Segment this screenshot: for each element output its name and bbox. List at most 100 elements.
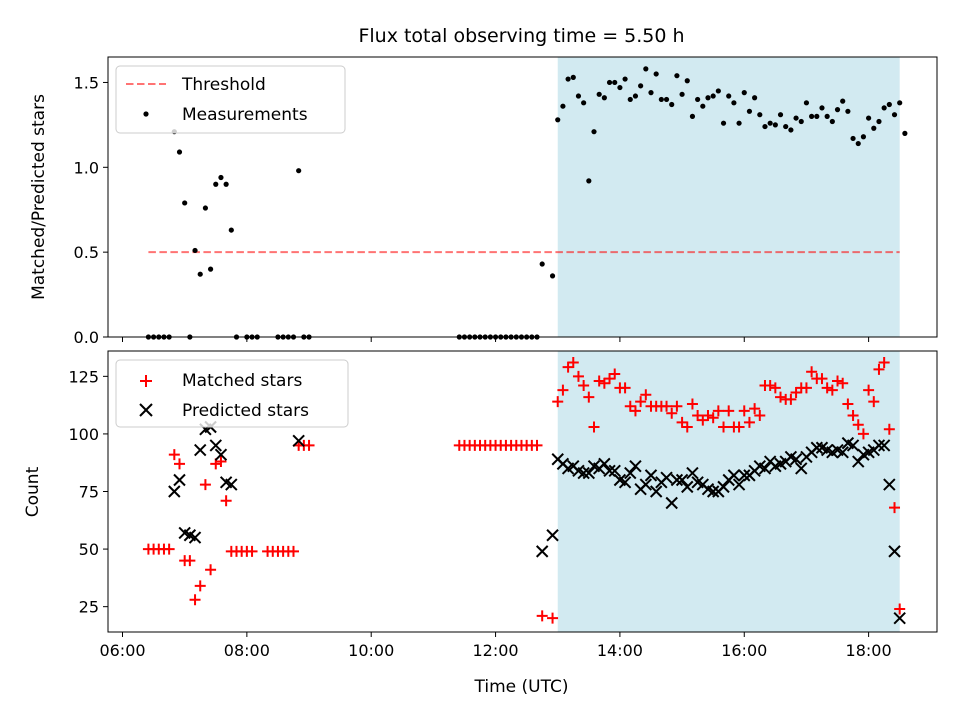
measurement-point	[207, 266, 214, 272]
legend-threshold-label: Threshold	[181, 75, 266, 95]
predicted-star-point	[214, 448, 228, 461]
matched-star-point	[572, 370, 584, 382]
measurement-point	[601, 95, 607, 101]
measurement-point	[643, 66, 649, 72]
top-plot-frame	[107, 56, 938, 338]
matched-star-point	[775, 391, 787, 403]
matched-star-point	[894, 603, 906, 615]
predicted-star-point	[194, 443, 207, 457]
measurement-point	[627, 96, 633, 103]
matched-star-point	[749, 403, 761, 415]
matched-star-point	[220, 495, 232, 507]
measurement-point	[674, 73, 680, 79]
matched-star-point	[547, 612, 559, 624]
matched-star-point	[215, 456, 227, 468]
predicted-star-point	[624, 466, 637, 480]
predicted-star-point	[598, 457, 611, 471]
measurement-point	[809, 113, 815, 119]
predicted-star-point	[649, 485, 663, 498]
matched-star-point	[287, 545, 299, 557]
matched-star-point	[764, 380, 776, 392]
matched-star-point	[567, 357, 579, 369]
top-panel: 0.0 0.5 1.0 1.5 Matched/Predicted stars Thr…	[29, 56, 938, 347]
measurement-point	[736, 120, 742, 126]
matched-star-point	[832, 375, 844, 387]
predicted-star-point	[168, 485, 181, 498]
matched-star-point	[163, 543, 175, 555]
measurement-point	[752, 95, 758, 101]
top-highlight-span	[557, 57, 900, 337]
matched-star-point	[681, 421, 693, 433]
matched-star-point	[619, 382, 631, 394]
matched-star-point	[816, 373, 828, 385]
measurement-point	[575, 93, 582, 99]
measurement-point	[586, 178, 592, 184]
predicted-star-point	[872, 439, 886, 452]
measurement-point	[772, 122, 778, 128]
predicted-star-point	[675, 473, 689, 487]
measurement-point	[223, 181, 229, 187]
measurement-point	[715, 88, 721, 94]
predicted-star-point	[209, 439, 222, 452]
measurement-point	[192, 247, 198, 254]
measurement-point	[596, 91, 602, 97]
measurement-point	[757, 112, 763, 118]
legend-matched-label: Matched stars	[182, 371, 302, 391]
matched-star-point	[769, 382, 781, 394]
measurement-point	[632, 93, 639, 99]
matched-star-point	[593, 375, 605, 387]
matched-star-point	[635, 396, 647, 408]
matched-star-point	[557, 384, 569, 396]
legend-measurements-label: Measurements	[182, 105, 308, 125]
measurement-point	[653, 71, 659, 77]
x-tick-label: 12:00	[473, 641, 519, 660]
matched-stars-points	[142, 357, 906, 624]
measurement-point	[783, 123, 789, 130]
measurement-point	[720, 120, 727, 126]
matched-star-point	[873, 363, 885, 375]
predicted-star-point	[877, 439, 891, 452]
top-y-ticks: 0.0 0.5 1.0 1.5	[74, 73, 108, 347]
predicted-star-point	[795, 462, 808, 475]
top-legend: Threshold Measurements	[115, 65, 346, 134]
matched-star-point	[583, 391, 595, 403]
matched-star-point	[194, 580, 206, 592]
measurement-point	[695, 96, 701, 103]
predicted-star-point	[639, 478, 653, 491]
measurement-point	[788, 127, 794, 133]
matched-star-point	[578, 380, 590, 392]
measurement-point	[845, 108, 851, 114]
predicted-star-point	[893, 611, 906, 625]
matched-star-point	[702, 409, 714, 421]
matched-star-point	[743, 416, 755, 428]
matched-star-point	[536, 610, 548, 622]
measurement-point	[679, 91, 685, 97]
predicted-star-point	[292, 434, 305, 448]
matched-star-point	[821, 382, 833, 394]
measurement-point	[871, 125, 877, 131]
measurement-point	[902, 130, 908, 136]
matched-star-point	[883, 423, 895, 435]
bottom-panel: 25 50 75 100 125 06:00 08:00 10:00 12:00 14:00 16…	[23, 350, 938, 697]
y-tick-label: 75	[79, 483, 99, 502]
x-tick-label: 14:00	[597, 641, 643, 660]
measurement-point	[648, 90, 654, 96]
matched-star-point	[168, 449, 180, 461]
legend-measurements-swatch	[143, 111, 149, 117]
x-axis-label: Time (UTC)	[474, 677, 569, 697]
matched-star-point	[847, 409, 859, 421]
matched-star-point	[199, 479, 211, 491]
legend-matched-swatch	[140, 375, 152, 387]
measurement-point	[726, 93, 732, 99]
matched-star-point	[609, 368, 621, 380]
measurement-point	[840, 98, 846, 104]
predicted-star-point	[546, 529, 559, 542]
top-y-axis-label: Matched/Predicted stars	[29, 94, 49, 300]
matched-star-point	[531, 439, 543, 451]
predicted-star-point	[225, 478, 238, 491]
measurement-point	[581, 100, 587, 106]
matched-star-point	[826, 384, 838, 396]
measurement-point	[798, 118, 804, 125]
matched-star-point	[184, 555, 196, 567]
chart-title: Flux total observing time = 5.50 h	[358, 25, 684, 47]
